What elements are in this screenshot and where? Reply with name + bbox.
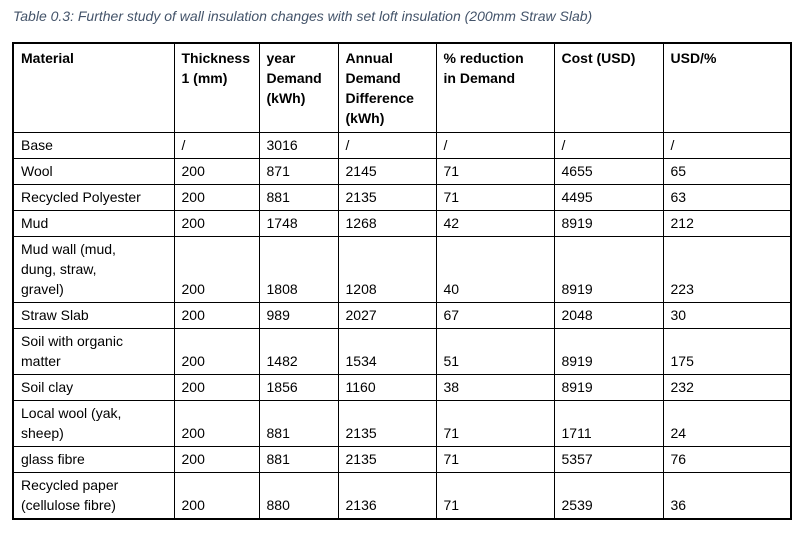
- value-cell: 36: [662, 472, 792, 520]
- table-row: Straw Slab 200 989 2027 67 2048 30: [12, 302, 792, 329]
- value-cell: 63: [662, 184, 792, 211]
- column-header: Annual Demand Difference (kWh): [337, 42, 437, 133]
- value-cell: 989: [258, 302, 339, 329]
- value-cell: 881: [258, 184, 339, 211]
- value-cell: 1808: [258, 236, 339, 303]
- value-cell: 65: [662, 158, 792, 185]
- value-cell: 71: [435, 184, 555, 211]
- value-cell: 71: [435, 400, 555, 447]
- value-cell: /: [435, 132, 555, 159]
- value-cell: 1208: [337, 236, 437, 303]
- table-row: Recycled paper (cellulose fibre) 200 880 21…: [12, 472, 792, 520]
- value-cell: 200: [173, 210, 260, 237]
- value-cell: /: [337, 132, 437, 159]
- material-cell: glass fibre: [12, 446, 175, 473]
- value-cell: 1534: [337, 328, 437, 375]
- material-cell: Mud: [12, 210, 175, 237]
- value-cell: 2136: [337, 472, 437, 520]
- value-cell: 2539: [553, 472, 664, 520]
- value-cell: 40: [435, 236, 555, 303]
- column-header: % reduction in Demand: [435, 42, 555, 133]
- value-cell: 24: [662, 400, 792, 447]
- value-cell: 200: [173, 400, 260, 447]
- table-row: Soil with organic matter 200 1482 1534 51 891…: [12, 328, 792, 375]
- value-cell: 175: [662, 328, 792, 375]
- value-cell: 67: [435, 302, 555, 329]
- table-row: Base/3016// / /: [12, 132, 792, 159]
- value-cell: 1482: [258, 328, 339, 375]
- material-cell: Base: [12, 132, 175, 159]
- material-cell: Wool: [12, 158, 175, 185]
- value-cell: 1856: [258, 374, 339, 401]
- value-cell: 881: [258, 446, 339, 473]
- column-header: Thickness 1 (mm): [173, 42, 260, 133]
- material-cell: Recycled paper (cellulose fibre): [12, 472, 175, 520]
- value-cell: 200: [173, 236, 260, 303]
- value-cell: 2135: [337, 400, 437, 447]
- value-cell: 200: [173, 184, 260, 211]
- value-cell: 2135: [337, 446, 437, 473]
- value-cell: 1268: [337, 210, 437, 237]
- value-cell: 200: [173, 374, 260, 401]
- material-cell: Straw Slab: [12, 302, 175, 329]
- value-cell: 881: [258, 400, 339, 447]
- table-row: Local wool (yak, sheep) 200 881 2135 71 1711 2…: [12, 400, 792, 447]
- value-cell: 1711: [553, 400, 664, 447]
- value-cell: /: [553, 132, 664, 159]
- value-cell: 8919: [553, 328, 664, 375]
- material-cell: Local wool (yak, sheep): [12, 400, 175, 447]
- value-cell: 212: [662, 210, 792, 237]
- value-cell: 71: [435, 446, 555, 473]
- value-cell: 200: [173, 472, 260, 520]
- value-cell: 76: [662, 446, 792, 473]
- insulation-table: Material Thickness 1 (mm) year Demand (kWh…: [12, 42, 792, 520]
- value-cell: 4495: [553, 184, 664, 211]
- material-cell: Mud wall (mud, dung, straw, gravel): [12, 236, 175, 303]
- value-cell: 200: [173, 302, 260, 329]
- table-row: Soil clay 200 1856 1160 38 8919 232: [12, 374, 792, 401]
- value-cell: 200: [173, 328, 260, 375]
- value-cell: 8919: [553, 210, 664, 237]
- value-cell: 30: [662, 302, 792, 329]
- value-cell: 200: [173, 446, 260, 473]
- header-row: Material Thickness 1 (mm) year Demand (kWh…: [12, 42, 792, 133]
- value-cell: 8919: [553, 374, 664, 401]
- value-cell: 71: [435, 158, 555, 185]
- value-cell: 2027: [337, 302, 437, 329]
- value-cell: 4655: [553, 158, 664, 185]
- value-cell: 8919: [553, 236, 664, 303]
- value-cell: 232: [662, 374, 792, 401]
- value-cell: 42: [435, 210, 555, 237]
- value-cell: 2048: [553, 302, 664, 329]
- value-cell: /: [173, 132, 260, 159]
- value-cell: 51: [435, 328, 555, 375]
- value-cell: 200: [173, 158, 260, 185]
- value-cell: 1160: [337, 374, 437, 401]
- value-cell: 5357: [553, 446, 664, 473]
- table-row: Recycled Polyester 200 881 2135 71 4495 63: [12, 184, 792, 211]
- material-cell: Recycled Polyester: [12, 184, 175, 211]
- value-cell: 223: [662, 236, 792, 303]
- value-cell: 871: [258, 158, 339, 185]
- column-header: Material: [12, 42, 175, 133]
- value-cell: 71: [435, 472, 555, 520]
- column-header: year Demand (kWh): [258, 42, 339, 133]
- material-cell: Soil clay: [12, 374, 175, 401]
- column-header: Cost (USD): [553, 42, 664, 133]
- material-cell: Soil with organic matter: [12, 328, 175, 375]
- table-row: glass fibre 200 881 2135 71 5357 76: [12, 446, 792, 473]
- value-cell: 2145: [337, 158, 437, 185]
- value-cell: 38: [435, 374, 555, 401]
- table-row: Mud 200 1748 1268 42 8919 212: [12, 210, 792, 237]
- value-cell: 2135: [337, 184, 437, 211]
- table-row: Mud wall (mud, dung, straw, gravel) 200 18…: [12, 236, 792, 303]
- column-header: USD/%: [662, 42, 792, 133]
- value-cell: /: [662, 132, 792, 159]
- table-caption: Table 0.3: Further study of wall insulat…: [13, 8, 593, 24]
- value-cell: 3016: [258, 132, 339, 159]
- value-cell: 1748: [258, 210, 339, 237]
- table-row: Wool 200 871 2145 71 4655 65: [12, 158, 792, 185]
- value-cell: 880: [258, 472, 339, 520]
